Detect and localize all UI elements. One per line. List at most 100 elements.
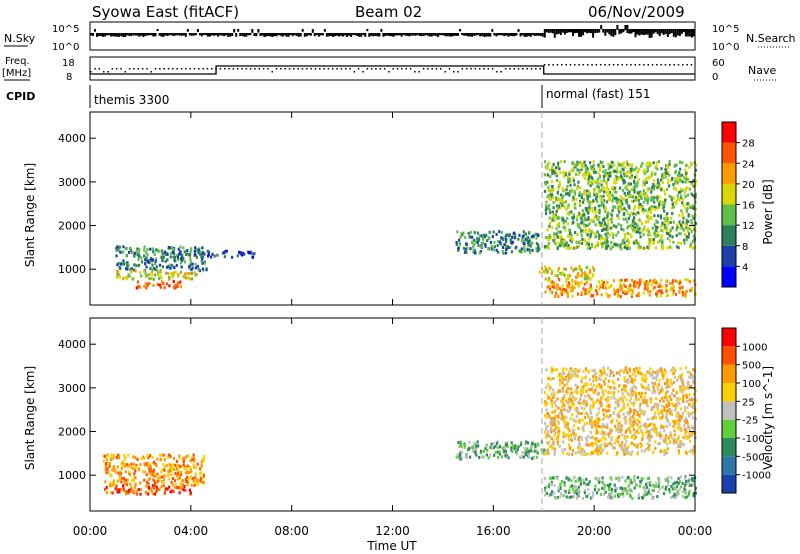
nave-point bbox=[513, 68, 515, 70]
nave-point bbox=[128, 68, 131, 70]
velocity-echo-cell bbox=[112, 466, 115, 470]
velocity-echo-cell bbox=[693, 381, 696, 385]
nsky-bar bbox=[612, 29, 615, 37]
velocity-echo-cell bbox=[679, 378, 683, 382]
power-echo-cell bbox=[548, 161, 551, 165]
velocity-echo-cell bbox=[628, 410, 631, 414]
velocity-echo-cell bbox=[650, 422, 653, 426]
nave-point bbox=[470, 68, 472, 70]
velocity-echo-cell bbox=[177, 485, 180, 489]
velocity-echo-cell bbox=[634, 435, 638, 439]
power-echo-cell bbox=[597, 163, 600, 167]
nave-point bbox=[517, 68, 520, 70]
velocity-echo-cell bbox=[201, 476, 205, 480]
velocity-echo-cell bbox=[602, 418, 605, 421]
power-echo-cell bbox=[666, 232, 670, 235]
power-echo-cell bbox=[480, 244, 484, 248]
power-echo-cell bbox=[650, 283, 653, 287]
velocity-echo-cell bbox=[562, 494, 565, 498]
power-echo-cell bbox=[630, 292, 633, 296]
velocity-echo-cell bbox=[556, 397, 559, 401]
nsky-bar bbox=[309, 33, 312, 36]
velocity-echo-cell bbox=[670, 392, 673, 396]
velocity-echo-cell bbox=[550, 437, 553, 441]
power-echo-cell bbox=[606, 174, 609, 178]
velocity-echo-cell bbox=[633, 401, 636, 405]
velocity-echo-cell bbox=[553, 391, 556, 395]
nsky-bar bbox=[416, 33, 419, 36]
power-echo-cell bbox=[634, 183, 637, 186]
power-echo-cell bbox=[612, 205, 615, 208]
power-echo-cell bbox=[544, 160, 547, 164]
nsky-bar bbox=[622, 29, 625, 33]
velocity-echo-cell bbox=[551, 405, 554, 409]
power-echo-cell bbox=[184, 276, 187, 280]
power-echo-cell bbox=[629, 284, 632, 288]
velocity-echo-cell bbox=[665, 398, 668, 402]
power-echo-cell bbox=[606, 231, 610, 235]
power-echo-cell bbox=[663, 209, 666, 213]
power-echo-cell bbox=[548, 208, 551, 212]
velocity-echo-cell bbox=[672, 494, 675, 498]
power-echo-cell bbox=[669, 229, 672, 233]
power-echo-cell bbox=[611, 231, 614, 235]
power-echo-cell bbox=[567, 180, 570, 184]
nsky-bar bbox=[98, 33, 101, 37]
velocity-echo-cell bbox=[686, 381, 689, 385]
nsky-bar bbox=[205, 33, 207, 36]
nave-point bbox=[219, 68, 222, 70]
power-echo-cell bbox=[594, 223, 597, 227]
power-echo-cell bbox=[571, 289, 574, 292]
velocity-echo-cell bbox=[153, 472, 156, 476]
power-echo-cell bbox=[678, 198, 681, 202]
power-echo-cell bbox=[656, 230, 659, 234]
power-echo-cell bbox=[560, 272, 564, 276]
power-echo-cell bbox=[650, 190, 653, 194]
power-echo-cell bbox=[567, 177, 570, 181]
nsky-bar bbox=[354, 33, 357, 36]
power-echo-cell bbox=[633, 188, 636, 192]
velocity-echo-cell bbox=[550, 399, 553, 403]
power-echo-cell bbox=[570, 190, 573, 193]
velocity-echo-cell bbox=[597, 425, 601, 428]
velocity-echo-cell bbox=[644, 373, 648, 377]
velocity-echo-cell bbox=[558, 389, 561, 393]
power-echo-cell bbox=[181, 259, 184, 262]
velocity-echo-cell bbox=[627, 445, 630, 449]
power-echo-cell bbox=[641, 222, 644, 226]
velocity-echo-cell bbox=[482, 455, 485, 459]
velocity-echo-cell bbox=[633, 443, 636, 447]
power-echo-cell bbox=[188, 252, 192, 256]
velocity-echo-cell bbox=[629, 397, 632, 401]
velocity-echo-cell bbox=[673, 481, 676, 485]
power-echo-cell bbox=[642, 183, 645, 187]
power-echo-cell bbox=[685, 237, 688, 240]
power-echo-cell bbox=[182, 246, 185, 250]
velocity-echo-cell bbox=[557, 406, 560, 410]
velocity-echo-cell bbox=[575, 419, 578, 423]
nave-point bbox=[198, 68, 200, 70]
power-echo-cell bbox=[579, 215, 582, 219]
power-echo-cell bbox=[614, 243, 617, 247]
power-echo-cell bbox=[652, 161, 655, 165]
power-echo-cell bbox=[631, 224, 634, 228]
nave-point bbox=[634, 64, 636, 66]
velocity-echo-cell bbox=[683, 424, 686, 427]
velocity-echo-cell bbox=[650, 492, 653, 496]
power-echo-cell bbox=[569, 180, 572, 184]
velocity-echo-cell bbox=[676, 437, 679, 441]
velocity-echo-cell bbox=[537, 443, 540, 447]
velocity-echo-cell bbox=[654, 390, 657, 394]
velocity-echo-cell bbox=[673, 419, 676, 423]
power-echo-cell bbox=[584, 274, 587, 278]
velocity-echo-cell bbox=[199, 479, 202, 483]
velocity-echo-cell bbox=[585, 404, 588, 408]
velocity-echo-cell bbox=[597, 449, 600, 453]
nsky-panel: N.Sky 10^5 10^0 10^5 10^0 N.Search bbox=[4, 21, 796, 53]
velocity-echo-cell bbox=[649, 429, 652, 433]
power-echo-cell bbox=[653, 223, 656, 227]
power-echo-cell bbox=[115, 276, 118, 279]
power-echo-cell bbox=[671, 279, 675, 283]
velocity-echo-cell bbox=[693, 392, 696, 396]
nsky-bar bbox=[382, 33, 385, 37]
